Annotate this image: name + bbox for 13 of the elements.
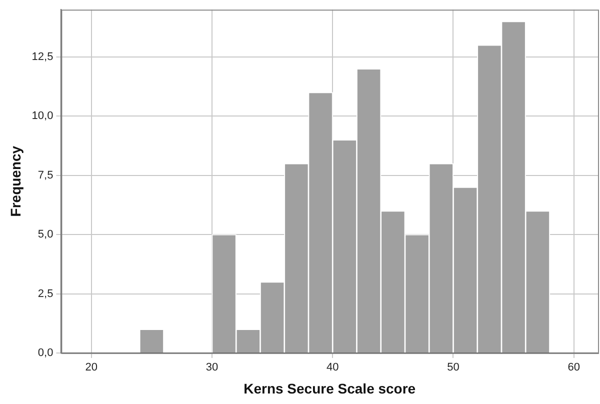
- y-tick-label: 2,5: [38, 288, 54, 300]
- x-tick-label: 60: [568, 362, 580, 374]
- y-tick-label: 10,0: [32, 110, 54, 122]
- y-tick-label: 12,5: [32, 50, 54, 63]
- y-tick-label: 7,5: [38, 169, 54, 182]
- x-tick-label: 50: [447, 362, 460, 374]
- x-tick-label: 30: [206, 362, 218, 374]
- y-axis-title: Frequency: [7, 146, 24, 217]
- y-tick-label: 5,0: [38, 228, 54, 241]
- y-tick-label: 0,0: [38, 347, 54, 360]
- x-axis-title: Kerns Secure Scale score: [244, 380, 416, 396]
- x-tick-label: 20: [85, 362, 98, 374]
- x-tick-label: 40: [326, 362, 339, 374]
